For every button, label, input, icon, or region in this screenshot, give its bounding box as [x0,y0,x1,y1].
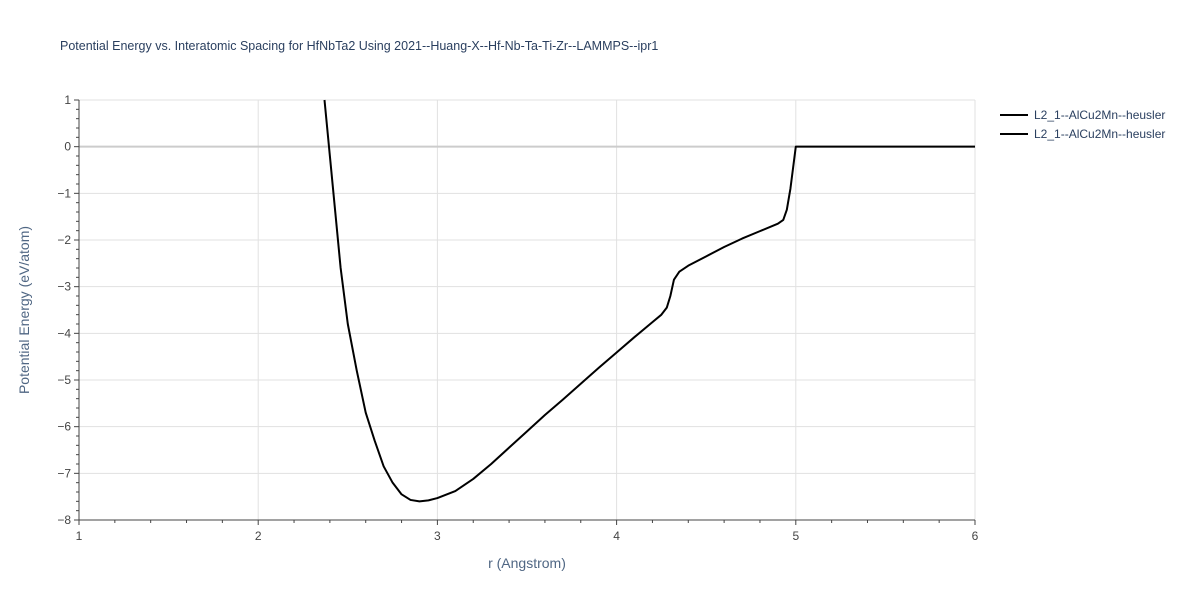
x-tick-label: 4 [613,529,620,543]
x-axis-title: r (Angstrom) [488,555,566,571]
legend-label: L2_1--AlCu2Mn--heusler [1034,108,1165,122]
y-tick-label: −8 [57,513,71,527]
x-tick-label: 6 [972,529,979,543]
x-tick-label: 3 [434,529,441,543]
y-tick-label: −1 [57,186,71,200]
y-tick-label: −5 [57,373,71,387]
y-tick-label: −6 [57,420,71,434]
y-tick-label: −2 [57,233,71,247]
legend[interactable]: L2_1--AlCu2Mn--heusler L2_1--AlCu2Mn--heu… [1000,108,1165,141]
x-tick-label: 2 [255,529,262,543]
y-tick-label: 0 [64,140,71,154]
legend-label: L2_1--AlCu2Mn--heusler [1034,127,1165,141]
x-tick-label: 1 [76,529,83,543]
axes: 1 2 3 4 5 6 1 0 −1 −2 −3 −4 −5 −6 −7 −8 [57,93,978,543]
legend-item-1[interactable]: L2_1--AlCu2Mn--heusler [1000,108,1165,122]
series-line-1 [323,99,975,503]
y-tick-label: 1 [64,93,71,107]
y-tick-label: −3 [57,280,71,294]
plot-area [323,99,975,503]
legend-item-2[interactable]: L2_1--AlCu2Mn--heusler [1000,127,1165,141]
chart-title: Potential Energy vs. Interatomic Spacing… [60,39,658,53]
y-tick-label: −4 [57,326,71,340]
y-tick-label: −7 [57,466,71,480]
grid-lines [79,99,976,520]
y-axis-title: Potential Energy (eV/atom) [16,226,32,394]
x-tick-label: 5 [792,529,799,543]
